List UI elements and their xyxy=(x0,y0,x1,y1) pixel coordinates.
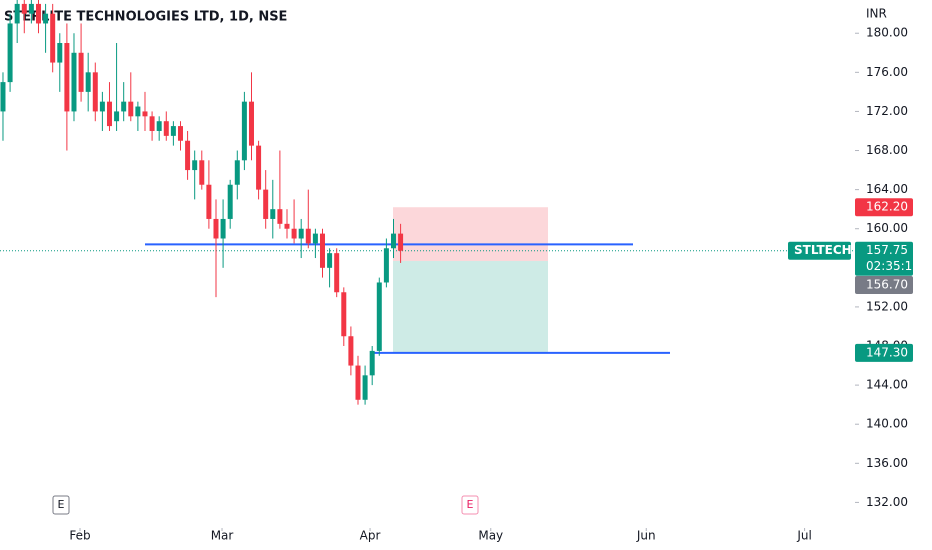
x-tick-label: Mar xyxy=(211,529,234,543)
x-tick-label: Feb xyxy=(69,529,90,543)
candle-body xyxy=(71,52,77,112)
candle-body xyxy=(362,375,368,400)
candle-body xyxy=(43,13,49,24)
countdown: 02:35:18 xyxy=(866,259,920,273)
earnings-label: E xyxy=(467,498,474,511)
y-tick-label: 136.00 xyxy=(866,456,908,470)
candle-body xyxy=(156,121,162,131)
candle-body xyxy=(277,209,283,224)
entry-label-box xyxy=(855,276,913,294)
target-zone xyxy=(393,260,548,353)
candle-body xyxy=(256,145,262,190)
candle-body xyxy=(0,82,6,112)
candle-body xyxy=(383,248,389,283)
candle-body xyxy=(121,101,127,112)
candle-body xyxy=(227,184,233,219)
stop-label-box xyxy=(855,198,913,217)
candle-body xyxy=(291,228,297,239)
candle-body xyxy=(85,72,91,92)
candle-body xyxy=(398,233,404,251)
candle-body xyxy=(106,101,112,127)
candle-body xyxy=(206,184,212,219)
candle-body xyxy=(312,233,318,244)
currency: INR xyxy=(866,7,887,21)
plot-area xyxy=(0,0,855,405)
candle-body xyxy=(35,3,41,24)
x-tick-label: Jul xyxy=(796,529,811,543)
candle-body xyxy=(248,101,254,146)
stop-zone xyxy=(393,207,548,261)
candle-body xyxy=(341,292,347,337)
y-tick-label: 180.00 xyxy=(866,26,908,40)
y-tick-label: 160.00 xyxy=(866,221,908,235)
candle-body xyxy=(7,23,13,83)
candle-body xyxy=(128,101,134,117)
candle-body xyxy=(234,160,240,185)
candle-body xyxy=(99,101,105,112)
earnings-label: E xyxy=(58,498,65,511)
symbol-box xyxy=(788,241,851,260)
candle-body xyxy=(355,365,361,400)
candle-body xyxy=(334,253,340,293)
candle-body xyxy=(348,336,354,366)
candle-body xyxy=(163,121,169,136)
candle-body xyxy=(50,13,56,63)
candle-body xyxy=(57,43,63,63)
candle-body xyxy=(114,111,120,122)
symbol-label: STLTECH xyxy=(794,243,852,257)
x-tick-label: May xyxy=(478,529,503,543)
candle-body xyxy=(298,228,304,239)
candle-body xyxy=(376,282,382,351)
y-tick-label: 164.00 xyxy=(866,182,908,196)
candle-body xyxy=(390,233,396,249)
y-tick-label: 132.00 xyxy=(866,495,908,509)
chart-title: STERLITE TECHNOLOGIES LTD, 1D, NSE xyxy=(4,10,287,25)
candle-body xyxy=(21,3,27,14)
y-tick-label: 176.00 xyxy=(866,65,908,79)
candle-body xyxy=(142,111,148,117)
candle-body xyxy=(284,223,290,229)
candle-body xyxy=(185,140,191,171)
candle-body xyxy=(135,106,141,117)
y-tick-label: 168.00 xyxy=(866,143,908,157)
candle-body xyxy=(270,209,276,219)
y-tick-label: 172.00 xyxy=(866,104,908,118)
candle-body xyxy=(78,52,84,92)
candle-body xyxy=(319,233,325,268)
earnings-marker xyxy=(461,495,479,515)
candle-body xyxy=(220,218,226,239)
entry-label: 156.70 xyxy=(866,278,908,292)
candle-body xyxy=(199,160,205,185)
candle-body xyxy=(241,101,247,161)
earnings-marker xyxy=(52,495,70,515)
last-price-box xyxy=(855,241,913,276)
candle-body xyxy=(369,350,375,376)
candle-body xyxy=(305,228,311,244)
stop-label: 162.20 xyxy=(866,200,908,214)
candle-body xyxy=(28,3,34,14)
candle-body xyxy=(213,218,219,239)
candle-body xyxy=(64,43,70,112)
candle-body xyxy=(92,72,98,112)
candle-body xyxy=(263,189,269,219)
x-tick-label: Apr xyxy=(360,529,381,543)
y-tick-label: 144.00 xyxy=(866,378,908,392)
target-label-box xyxy=(855,343,913,362)
candle-body xyxy=(14,3,20,24)
candle-body xyxy=(327,253,333,268)
candle-body xyxy=(177,126,183,141)
candle-body xyxy=(192,160,198,171)
last-price-label: 157.75 xyxy=(866,243,908,257)
candle-body xyxy=(149,116,155,131)
y-tick-label: 152.00 xyxy=(866,299,908,313)
y-tick-label: 140.00 xyxy=(866,417,908,431)
target-label: 147.30 xyxy=(866,345,908,359)
candle-body xyxy=(170,126,176,136)
x-tick-label: Jun xyxy=(636,529,656,543)
